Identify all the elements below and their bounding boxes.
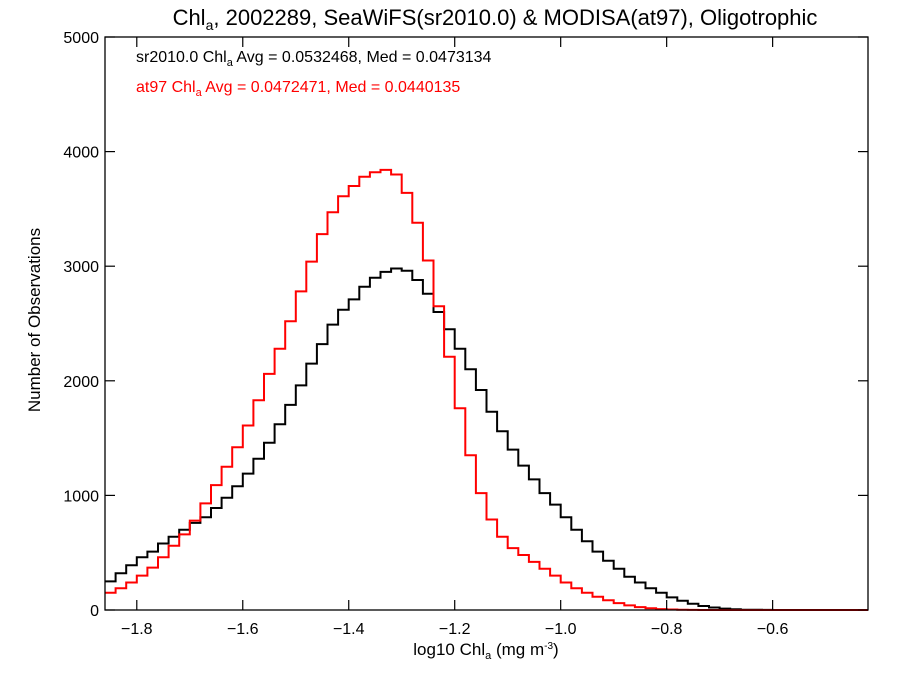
annotation-red-post: Avg = 0.0472471, Med = 0.0440135: [202, 79, 461, 96]
x-axis-title-sub: a: [485, 650, 492, 662]
annotation-black-sub: a: [227, 57, 234, 69]
x-tick-label: −1.2: [439, 621, 471, 638]
y-tick-label: 0: [90, 603, 99, 620]
x-tick-label: −1.0: [545, 621, 577, 638]
annotation-red-sub: a: [196, 87, 203, 99]
y-tick-label: 1000: [63, 488, 99, 505]
chart-title-pre: Chl: [173, 5, 206, 30]
tick-layer: −1.8 −1.6 −1.4 −1.2 −1.0 −0.8 −0.6 0 1000 2000 300…: [63, 30, 868, 638]
x-axis-title-post: ): [553, 640, 559, 659]
y-axis-title: Number of Observations: [25, 228, 44, 412]
y-tick-label: 5000: [63, 30, 99, 47]
y-tick-label: 4000: [63, 145, 99, 162]
annotation-black-pre: sr2010.0 Chl: [136, 49, 227, 66]
x-tick-label: −1.4: [333, 621, 365, 638]
chart-title-sub: a: [206, 17, 214, 33]
chart-title-post: , 2002289, SeaWiFS(sr2010.0) & MODISA(at…: [213, 5, 817, 30]
x-tick-label: −1.6: [227, 621, 259, 638]
annotation-black-post: Avg = 0.0532468, Med = 0.0473134: [233, 49, 492, 66]
x-tick-label: −1.8: [121, 621, 153, 638]
x-axis-title-pre: log10 Chl: [413, 640, 485, 659]
annotation-red: at97 Chla Avg = 0.0472471, Med = 0.04401…: [136, 79, 460, 99]
y-tick-label: 2000: [63, 374, 99, 391]
plot-area-frame: [104, 36, 869, 611]
x-tick-label: −0.6: [757, 621, 789, 638]
chart-title: Chla, 2002289, SeaWiFS(sr2010.0) & MODIS…: [173, 5, 818, 33]
annotation-red-pre: at97 Chl: [136, 79, 196, 96]
x-axis-title: log10 Chla (mg m-3): [413, 640, 558, 662]
y-tick-label: 3000: [63, 259, 99, 276]
series-line-black: [105, 267, 868, 611]
x-tick-label: −0.8: [651, 621, 683, 638]
x-axis-title-sup: -3: [544, 641, 553, 652]
x-axis-title-mid: (mg m: [491, 640, 544, 659]
annotation-black: sr2010.0 Chla Avg = 0.0532468, Med = 0.0…: [136, 49, 492, 69]
